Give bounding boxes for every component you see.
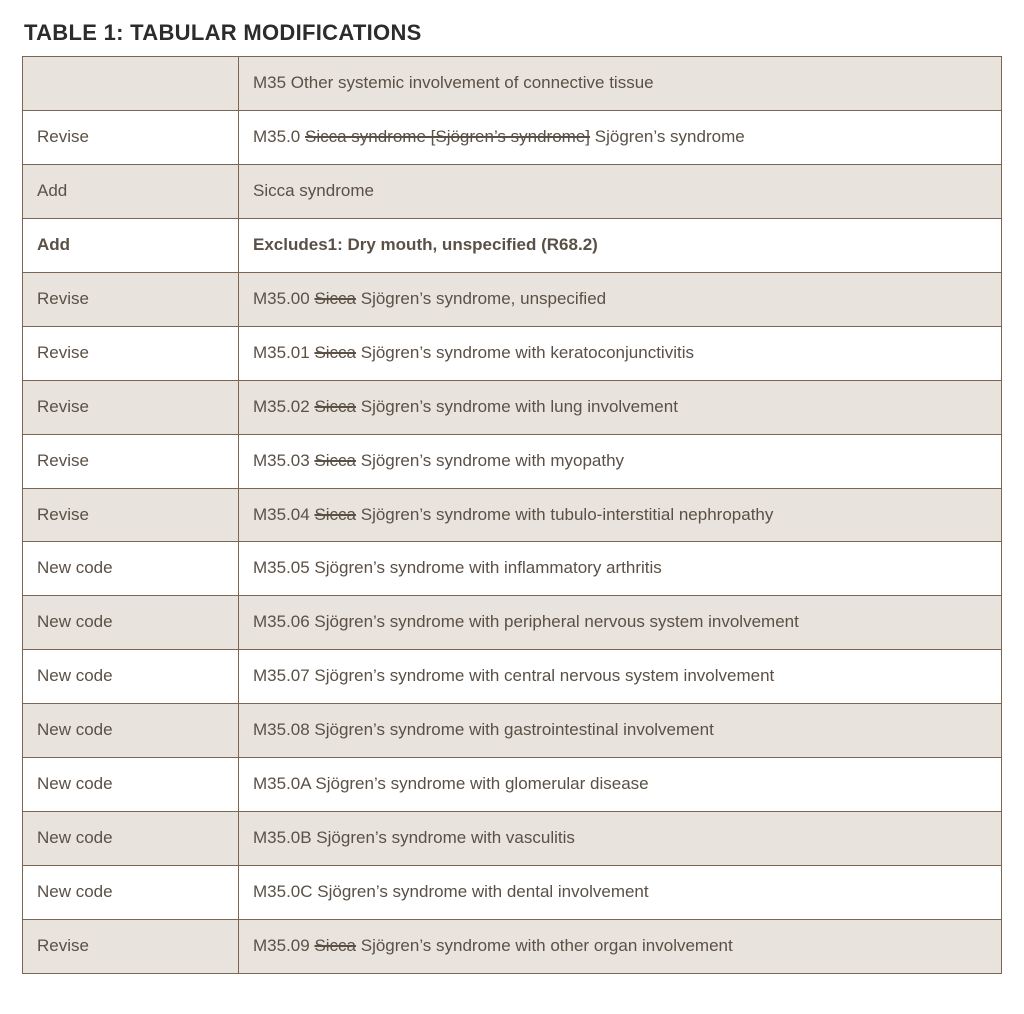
- table-row: New code M35.08 Sjögren’s syndrome with g…: [23, 704, 1002, 758]
- action-cell: New code: [23, 542, 239, 596]
- table-row: ReviseM35.0 Sicca syndrome [Sjögren’s sy…: [23, 110, 1002, 164]
- action-cell: Add: [23, 218, 239, 272]
- description-cell: M35.03 Sicca Sjögren’s syndrome with myo…: [239, 434, 1002, 488]
- table-row: ReviseM35.03 Sicca Sjögren’s syndrome wi…: [23, 434, 1002, 488]
- description-cell: M35.02 Sicca Sjögren’s syndrome with lun…: [239, 380, 1002, 434]
- text-segment: M35.00: [253, 289, 314, 308]
- description-cell: M35.0C Sjögren’s syndrome with dental in…: [239, 866, 1002, 920]
- description-cell: M35.0 Sicca syndrome [Sjögren’s syndrome…: [239, 110, 1002, 164]
- modifications-table: M35 Other systemic involvement of connec…: [22, 56, 1002, 974]
- table-row: ReviseM35.01 Sicca Sjögren’s syndrome wi…: [23, 326, 1002, 380]
- table-title: TABLE 1: TABULAR MODIFICATIONS: [24, 20, 1002, 46]
- text-segment: M35 Other systemic involvement of connec…: [253, 73, 654, 92]
- struck-text: Sicca: [314, 451, 356, 470]
- table-row: ReviseM35.09 Sicca Sjögren’s syndrome wi…: [23, 920, 1002, 974]
- description-cell: M35.09 Sicca Sjögren’s syndrome with oth…: [239, 920, 1002, 974]
- action-cell: New code: [23, 650, 239, 704]
- text-segment: M35.02: [253, 397, 314, 416]
- description-cell: M35.01 Sicca Sjögren’s syndrome with ker…: [239, 326, 1002, 380]
- description-cell: M35.0A Sjögren’s syndrome with glomerula…: [239, 758, 1002, 812]
- text-segment: Sjögren’s syndrome: [590, 127, 745, 146]
- text-segment: M35.03: [253, 451, 314, 470]
- text-segment: M35.05 Sjögren’s syndrome with inflammat…: [253, 558, 662, 577]
- struck-text: Sicca: [314, 343, 356, 362]
- description-cell: M35.08 Sjögren’s syndrome with gastroint…: [239, 704, 1002, 758]
- table-row: M35 Other systemic involvement of connec…: [23, 57, 1002, 111]
- table-row: ReviseM35.02 Sicca Sjögren’s syndrome wi…: [23, 380, 1002, 434]
- page: TABLE 1: TABULAR MODIFICATIONS M35 Other…: [0, 0, 1024, 1014]
- action-cell: New code: [23, 704, 239, 758]
- action-cell: New code: [23, 866, 239, 920]
- table-row: ReviseM35.04 Sicca Sjögren’s syndrome wi…: [23, 488, 1002, 542]
- text-segment: M35.0: [253, 127, 305, 146]
- table-row: ReviseM35.00 Sicca Sjögren’s syndrome, u…: [23, 272, 1002, 326]
- action-cell: Revise: [23, 326, 239, 380]
- action-cell: Revise: [23, 434, 239, 488]
- description-cell: M35.06 Sjögren’s syndrome with periphera…: [239, 596, 1002, 650]
- text-segment: M35.0C Sjögren’s syndrome with dental in…: [253, 882, 649, 901]
- table-row: Add Sicca syndrome: [23, 164, 1002, 218]
- table-row: Add Excludes1: Dry mouth, unspecified (R6…: [23, 218, 1002, 272]
- action-cell: [23, 57, 239, 111]
- table-row: New code M35.0A Sjögren’s syndrome with g…: [23, 758, 1002, 812]
- action-cell: Revise: [23, 110, 239, 164]
- text-segment: Sjögren’s syndrome with myopathy: [356, 451, 624, 470]
- text-segment: M35.01: [253, 343, 314, 362]
- description-cell: M35.07 Sjögren’s syndrome with central n…: [239, 650, 1002, 704]
- struck-text: Sicca syndrome [Sjögren’s syndrome]: [305, 127, 590, 146]
- description-cell: M35.00 Sicca Sjögren’s syndrome, unspeci…: [239, 272, 1002, 326]
- description-cell: Excludes1: Dry mouth, unspecified (R68.2…: [239, 218, 1002, 272]
- action-cell: Add: [23, 164, 239, 218]
- table-row: New code M35.0C Sjögren’s syndrome with d…: [23, 866, 1002, 920]
- text-segment: M35.0B Sjögren’s syndrome with vasculiti…: [253, 828, 575, 847]
- action-cell: New code: [23, 758, 239, 812]
- action-cell: New code: [23, 596, 239, 650]
- table-body: M35 Other systemic involvement of connec…: [23, 57, 1002, 974]
- text-segment: Excludes1: Dry mouth, unspecified (R68.2…: [253, 235, 598, 254]
- table-row: New code M35.0B Sjögren’s syndrome with v…: [23, 812, 1002, 866]
- table-row: New code M35.05 Sjögren’s syndrome with i…: [23, 542, 1002, 596]
- action-cell: New code: [23, 812, 239, 866]
- description-cell: M35.04 Sicca Sjögren’s syndrome with tub…: [239, 488, 1002, 542]
- action-cell: Revise: [23, 380, 239, 434]
- text-segment: Sjögren’s syndrome, unspecified: [356, 289, 606, 308]
- description-cell: M35.05 Sjögren’s syndrome with inflammat…: [239, 542, 1002, 596]
- text-segment: M35.06 Sjögren’s syndrome with periphera…: [253, 612, 799, 631]
- struck-text: Sicca: [314, 289, 356, 308]
- description-cell: M35.0B Sjögren’s syndrome with vasculiti…: [239, 812, 1002, 866]
- text-segment: Sjögren’s syndrome with lung involvement: [356, 397, 678, 416]
- action-cell: Revise: [23, 272, 239, 326]
- text-segment: M35.07 Sjögren’s syndrome with central n…: [253, 666, 774, 685]
- text-segment: M35.08 Sjögren’s syndrome with gastroint…: [253, 720, 714, 739]
- text-segment: Sjögren’s syndrome with tubulo-interstit…: [356, 505, 773, 524]
- struck-text: Sicca: [314, 397, 356, 416]
- action-cell: Revise: [23, 488, 239, 542]
- text-segment: Sicca syndrome: [253, 181, 374, 200]
- struck-text: Sicca: [314, 505, 356, 524]
- text-segment: M35.0A Sjögren’s syndrome with glomerula…: [253, 774, 649, 793]
- text-segment: M35.04: [253, 505, 314, 524]
- action-cell: Revise: [23, 920, 239, 974]
- description-cell: Sicca syndrome: [239, 164, 1002, 218]
- table-row: New code M35.06 Sjögren’s syndrome with p…: [23, 596, 1002, 650]
- table-row: New code M35.07 Sjögren’s syndrome with c…: [23, 650, 1002, 704]
- text-segment: Sjögren’s syndrome with keratoconjunctiv…: [356, 343, 694, 362]
- description-cell: M35 Other systemic involvement of connec…: [239, 57, 1002, 111]
